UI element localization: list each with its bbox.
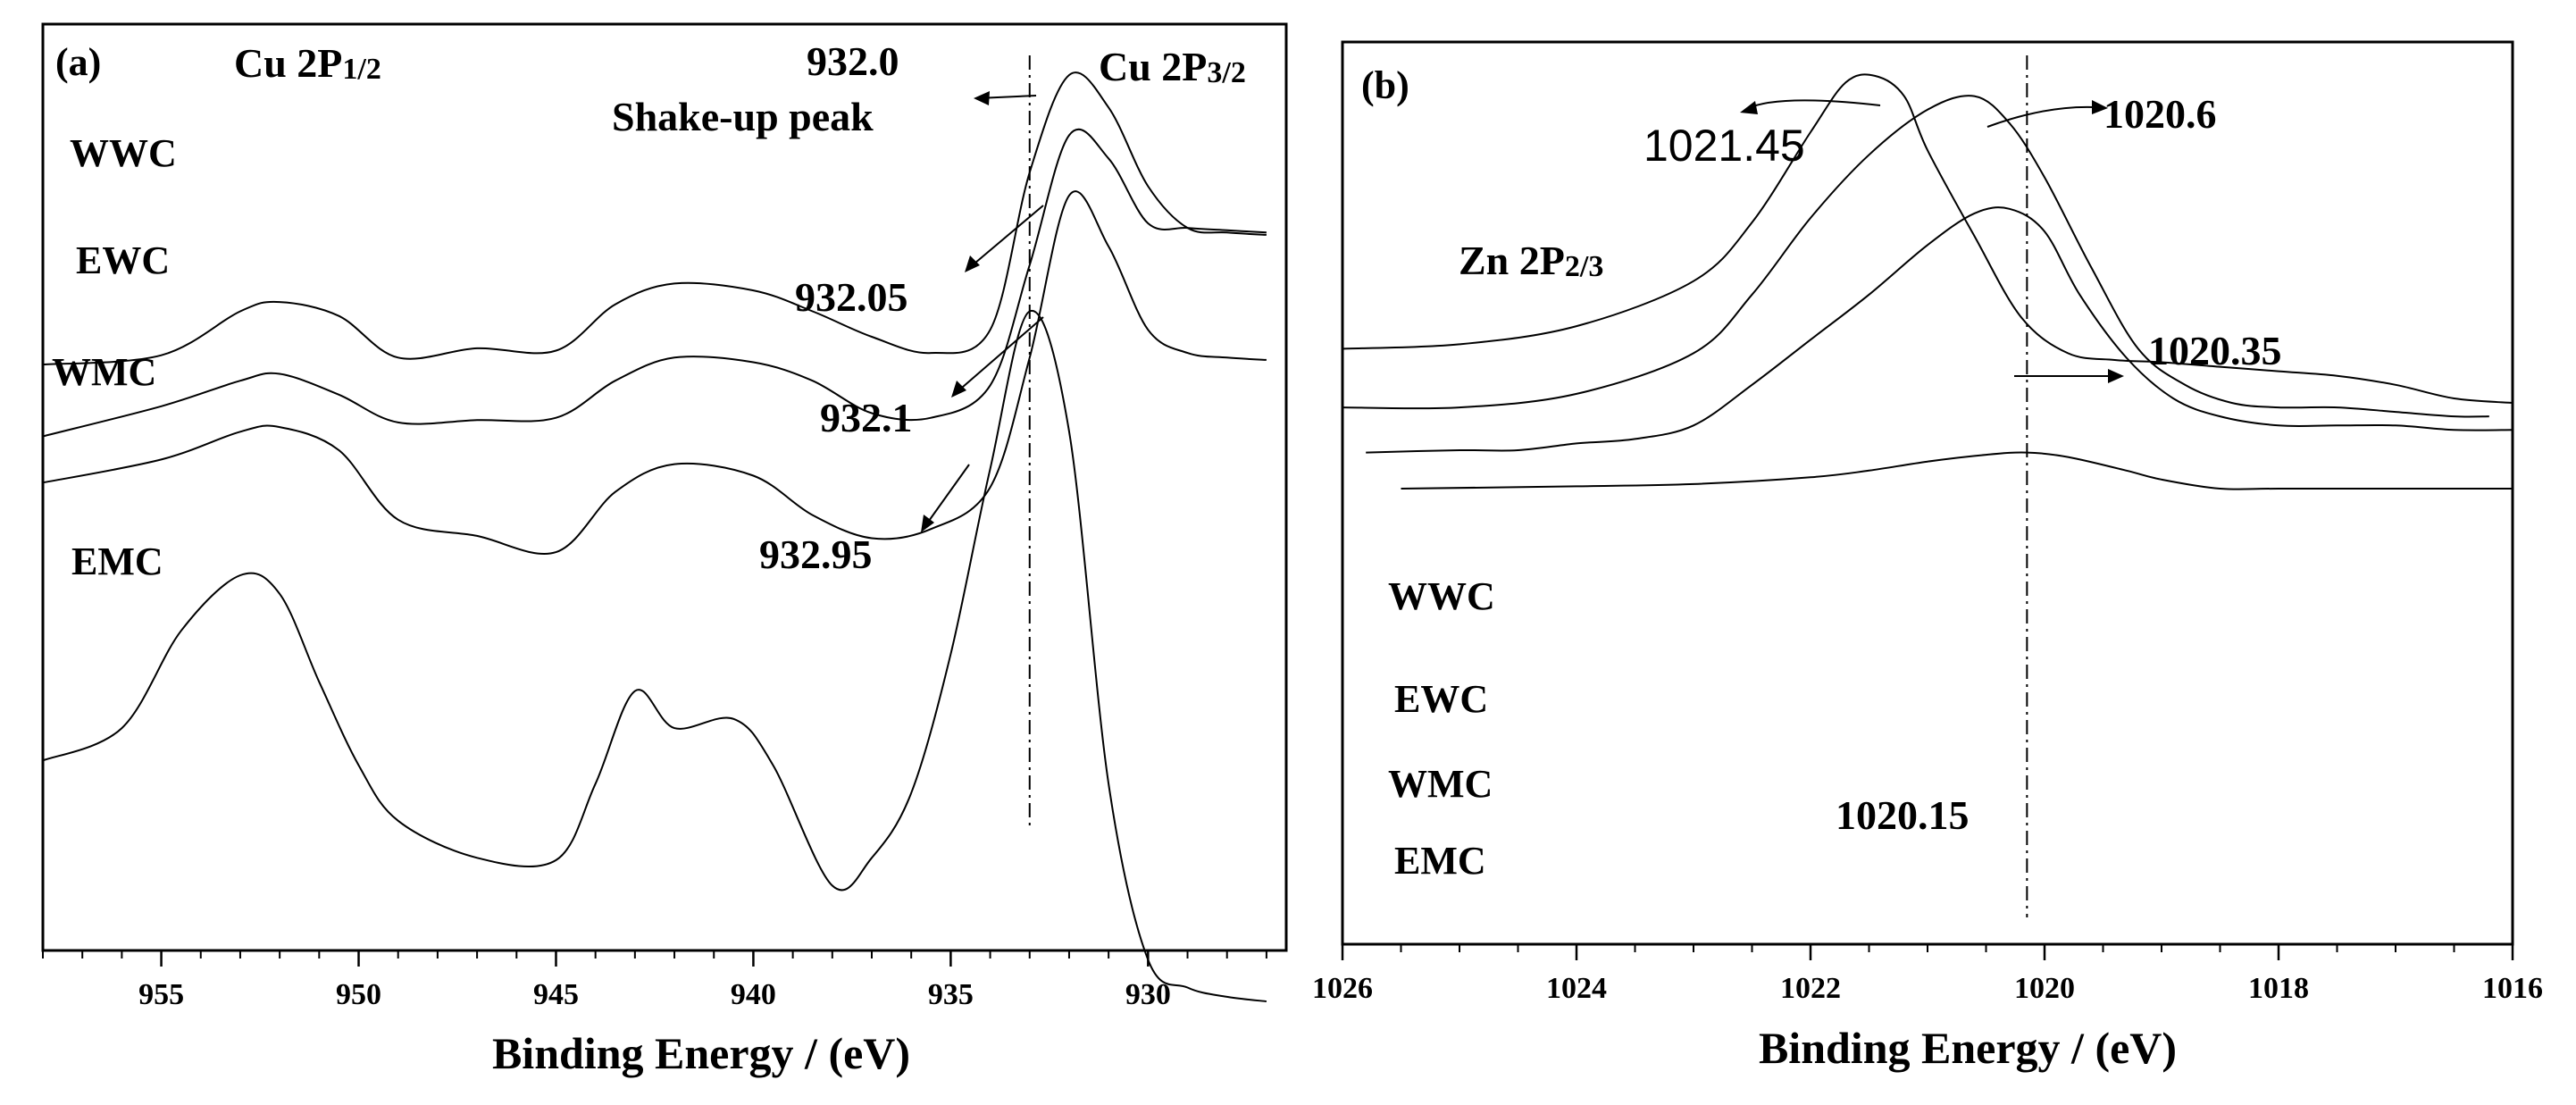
x-tick-label: 1016: [2482, 972, 2543, 1005]
panel-b-series: [1342, 73, 2513, 490]
annotation-932-1: 932.1: [820, 395, 913, 440]
panel-a: 955 950 945 940 935 930 (a) Cu 2P1/2 Cu 2P3/2…: [41, 22, 1288, 1078]
series-label-wmc: WMC: [52, 350, 156, 394]
panel-a-arrows: [924, 95, 1044, 528]
arrowhead: [965, 255, 980, 272]
x-tick-label: 930: [1125, 978, 1171, 1011]
arrowhead: [1740, 101, 1758, 114]
panel-b: 1026 1024 1022 1020 1018 1016 (b) Zn 2P2/3 10…: [1312, 40, 2543, 1073]
panel-b-arrowheads: [1740, 100, 2124, 383]
panel-a-xlabel: Binding Energy / (eV): [492, 1028, 910, 1078]
series-line-emc: [42, 309, 1267, 1002]
series-line-wwc: [1342, 73, 2513, 404]
arrow-932-95: [924, 464, 970, 528]
cu-2p12-label: Cu 2P1/2: [234, 40, 381, 86]
panel-a-frame: [41, 22, 1288, 952]
annotation-932-0: 932.0: [807, 38, 899, 84]
cu-2p32-label: Cu 2P3/2: [1099, 44, 1246, 89]
annotation-932-95: 932.95: [759, 532, 873, 577]
series-label-wwc: WWC: [70, 131, 177, 175]
annotation-1020-15: 1020.15: [1836, 792, 1970, 838]
panel-a-ticks: 955 950 945 940 935 930: [42, 950, 1267, 1011]
x-tick-label: 1018: [2248, 972, 2309, 1005]
arrow-1020-6: [1986, 105, 2095, 128]
x-tick-label: 940: [731, 978, 776, 1011]
x-tick-label: 1026: [1312, 972, 1373, 1005]
arrowhead: [974, 91, 990, 105]
x-tick-label: 935: [928, 978, 974, 1011]
arrowhead: [951, 381, 966, 398]
series-line-ewc: [42, 128, 1267, 438]
series-label-wwc: WWC: [1388, 574, 1495, 618]
series-label-emc: EMC: [1394, 839, 1486, 883]
arrow-932-05: [968, 205, 1044, 269]
annotation-1020-35: 1020.35: [2148, 328, 2282, 373]
x-tick-label: 1022: [1780, 972, 1841, 1005]
arrow-1021-45: [1745, 99, 1881, 110]
series-line-emc: [1401, 451, 2513, 490]
zn-2p23-label: Zn 2P2/3: [1459, 238, 1603, 283]
panel-b-label: (b): [1361, 63, 1409, 107]
annotation-shake-up: Shake-up peak: [612, 94, 874, 139]
series-label-ewc: EWC: [76, 239, 170, 282]
annotation-1021-45: 1021.45: [1643, 121, 1805, 171]
x-tick-label: 945: [533, 978, 579, 1011]
arrow-932-1: [955, 316, 1044, 394]
series-line-ewc: [1342, 95, 2489, 418]
panel-a-series: [42, 71, 1267, 1002]
annotation-1020-6: 1020.6: [2103, 91, 2217, 137]
panel-a-label: (a): [55, 40, 101, 84]
x-tick-label: 1024: [1546, 972, 1607, 1005]
panel-a-arrowheads: [921, 91, 990, 532]
arrowhead: [2108, 369, 2124, 383]
x-tick-label: 950: [336, 978, 381, 1011]
arrowhead: [921, 515, 934, 532]
series-line-wwc: [42, 71, 1267, 366]
panel-b-ticks: 1026 1024 1022 1020 1018 1016: [1312, 944, 2543, 1005]
panel-b-xlabel: Binding Energy / (eV): [1759, 1023, 2177, 1073]
x-tick-label: 955: [138, 978, 184, 1011]
arrowhead: [2092, 100, 2108, 114]
x-tick-label: 1020: [2014, 972, 2075, 1005]
annotation-932-05: 932.05: [795, 274, 908, 320]
series-label-wmc: WMC: [1388, 762, 1493, 806]
series-line-wmc: [42, 190, 1267, 555]
series-label-emc: EMC: [71, 540, 163, 583]
series-line-wmc: [1366, 206, 2513, 454]
series-label-ewc: EWC: [1394, 677, 1488, 721]
